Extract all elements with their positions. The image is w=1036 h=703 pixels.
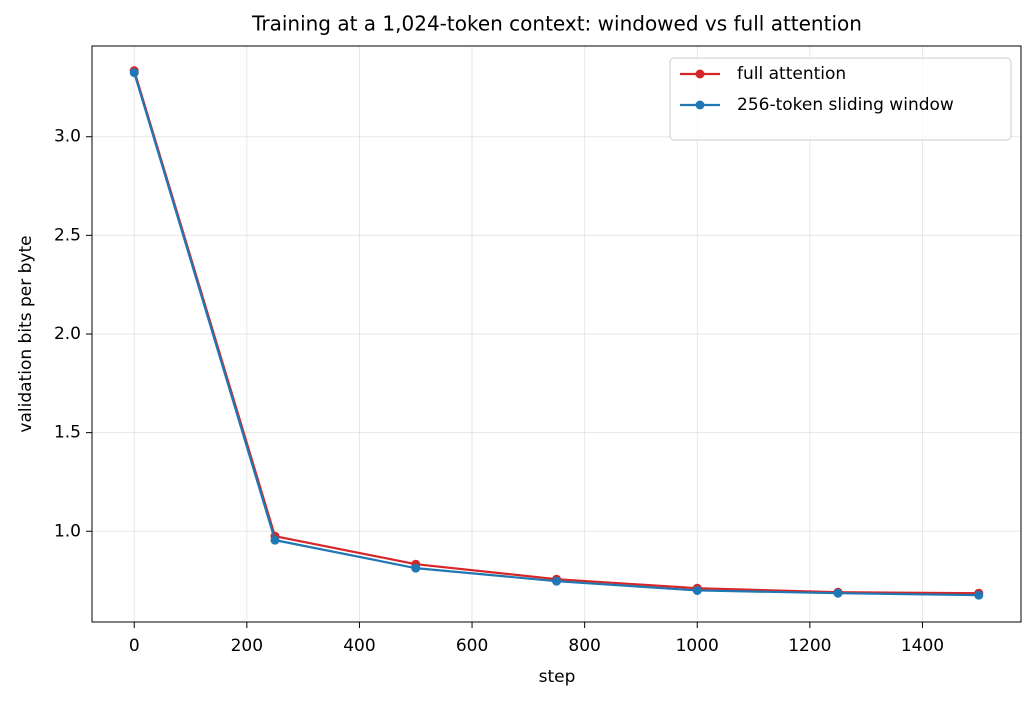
data-point	[552, 576, 561, 586]
data-point	[974, 590, 984, 600]
data-point	[692, 585, 702, 595]
plot-frame	[91, 45, 1022, 623]
y-tick-label: 3.0	[54, 127, 81, 147]
x-tick-label: 1200	[788, 636, 831, 656]
x-tick-label: 600	[456, 636, 488, 656]
legend-box	[669, 57, 1012, 141]
y-axis-label: validation bits per byte	[16, 235, 36, 432]
y-tick-label: 2.0	[54, 324, 81, 344]
legend-marker	[695, 69, 705, 79]
x-axis-label: step	[539, 667, 576, 687]
chart-title: Training at a 1,024-token context: windo…	[251, 12, 862, 36]
legend: full attention 256-token sliding window	[669, 57, 1012, 141]
x-tick-label: 200	[231, 636, 263, 656]
data-point	[129, 68, 139, 78]
data-point	[270, 535, 280, 545]
x-tick-label: 1000	[676, 636, 719, 656]
legend-marker	[695, 100, 705, 110]
y-tick-label: 1.5	[54, 423, 81, 443]
legend-label: 256-token sliding window	[737, 95, 954, 115]
legend-label: full attention	[737, 64, 846, 84]
y-tick-label: 2.5	[54, 225, 81, 245]
x-tick-label: 400	[343, 636, 375, 656]
series-line	[133, 70, 979, 595]
y-tick-label: 1.0	[54, 521, 81, 541]
x-tick-label: 800	[568, 636, 600, 656]
data-point	[411, 563, 421, 573]
x-tick-label: 1400	[901, 636, 944, 656]
data-point	[833, 588, 843, 598]
x-tick-label: 0	[129, 636, 140, 656]
